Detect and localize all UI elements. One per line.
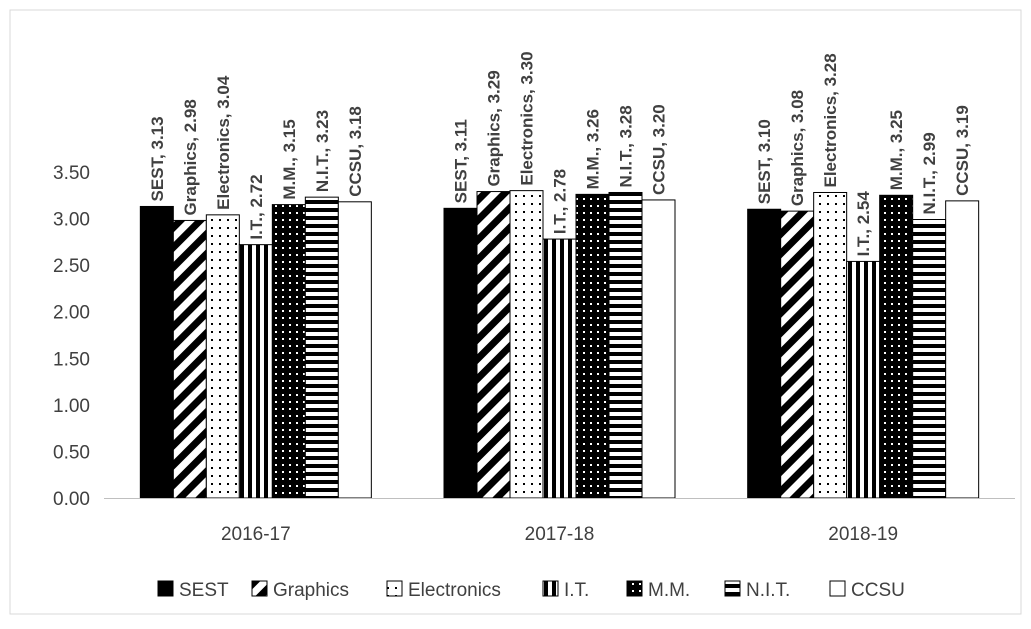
y-tick-label: 3.50 <box>53 163 90 184</box>
bar-mm-2 <box>879 194 914 499</box>
bar-electronics-2 <box>813 191 848 499</box>
data-label: N.I.T., 2.99 <box>920 132 939 214</box>
y-tick-label: 2.00 <box>53 303 90 324</box>
data-label: M.M., 3.26 <box>584 109 603 189</box>
bar-electronics-0 <box>205 214 240 499</box>
bar-graphics-0 <box>172 219 207 499</box>
x-category-label: 2017-18 <box>525 524 595 545</box>
data-label: Graphics, 3.29 <box>485 70 504 186</box>
legend-label: Electronics <box>408 580 501 601</box>
data-label: CCSU, 3.18 <box>346 106 365 197</box>
legend-label: M.M. <box>648 580 690 601</box>
bar-it-1 <box>542 238 577 499</box>
legend-label: CCSU <box>851 580 905 601</box>
legend-swatch <box>386 580 403 597</box>
data-label: Graphics, 3.08 <box>788 90 807 206</box>
y-tick-label: 1.50 <box>53 349 90 370</box>
bar-mm-1 <box>575 193 610 499</box>
y-tick-label: 1.00 <box>53 396 90 417</box>
bar-sest-0 <box>139 205 174 499</box>
data-label: Electronics, 3.28 <box>821 53 840 187</box>
legend-label: I.T. <box>564 580 589 601</box>
legend-label: N.I.T. <box>746 580 790 601</box>
data-label: Electronics, 3.30 <box>518 51 537 185</box>
legend-label: SEST <box>179 580 229 601</box>
data-label: Graphics, 2.98 <box>181 99 200 215</box>
bar-graphics-2 <box>780 210 815 499</box>
bar-sest-1 <box>443 207 478 499</box>
y-tick-label: 3.00 <box>53 210 90 231</box>
bar-nit-0 <box>304 196 339 499</box>
data-label: CCSU, 3.19 <box>953 105 972 196</box>
data-label: SEST, 3.11 <box>452 119 471 203</box>
y-tick-label: 0.00 <box>53 489 90 510</box>
data-labels-group: SEST, 3.13 Graphics, 2.98 Electronics, 3.0… <box>148 51 972 256</box>
y-tick-label: 2.50 <box>53 256 90 277</box>
bar-nit-1 <box>608 191 643 499</box>
x-category-label: 2016-17 <box>221 524 291 545</box>
bar-mm-0 <box>271 204 306 499</box>
legend-swatch <box>829 580 846 597</box>
data-label: CCSU, 3.20 <box>650 104 669 195</box>
data-label: SEST, 3.10 <box>755 119 774 204</box>
data-label: SEST, 3.13 <box>148 116 167 201</box>
bar-nit-2 <box>912 219 947 499</box>
bars-group <box>139 190 980 499</box>
data-label: Electronics, 3.04 <box>214 75 233 210</box>
bar-graphics-1 <box>476 191 511 499</box>
legend-label: Graphics <box>273 580 349 601</box>
bar-ccsu-0 <box>337 201 372 499</box>
x-category-label: 2018-19 <box>828 524 898 545</box>
bar-sest-2 <box>747 208 782 499</box>
data-label: I.T., 2.78 <box>551 169 570 234</box>
legend-swatch <box>626 580 643 597</box>
bar-ccsu-1 <box>641 199 676 499</box>
bar-electronics-1 <box>509 190 544 499</box>
data-label: M.M., 3.25 <box>887 110 906 190</box>
data-label: N.I.T., 3.23 <box>313 110 332 192</box>
y-tick-label: 0.50 <box>53 442 90 463</box>
data-label: I.T., 2.72 <box>247 174 266 239</box>
data-label: I.T., 2.54 <box>854 191 873 257</box>
legend-swatch <box>157 580 174 597</box>
y-axis: 0.00 0.50 1.00 1.50 2.00 2.50 3.00 3.50 <box>53 163 90 510</box>
data-label: N.I.T., 3.28 <box>617 105 636 187</box>
bar-it-2 <box>846 260 881 499</box>
legend-swatch <box>724 580 741 597</box>
data-label: M.M., 3.15 <box>280 119 299 199</box>
legend-swatch <box>542 580 559 597</box>
bar-ccsu-2 <box>945 200 980 499</box>
legend: SEST Graphics Electronics I.T. M.M. N.I.T. CCS… <box>157 580 905 601</box>
x-axis: 2016-17 2017-18 2018-19 <box>104 498 1015 545</box>
bar-it-0 <box>238 244 273 499</box>
legend-swatch <box>251 580 268 597</box>
